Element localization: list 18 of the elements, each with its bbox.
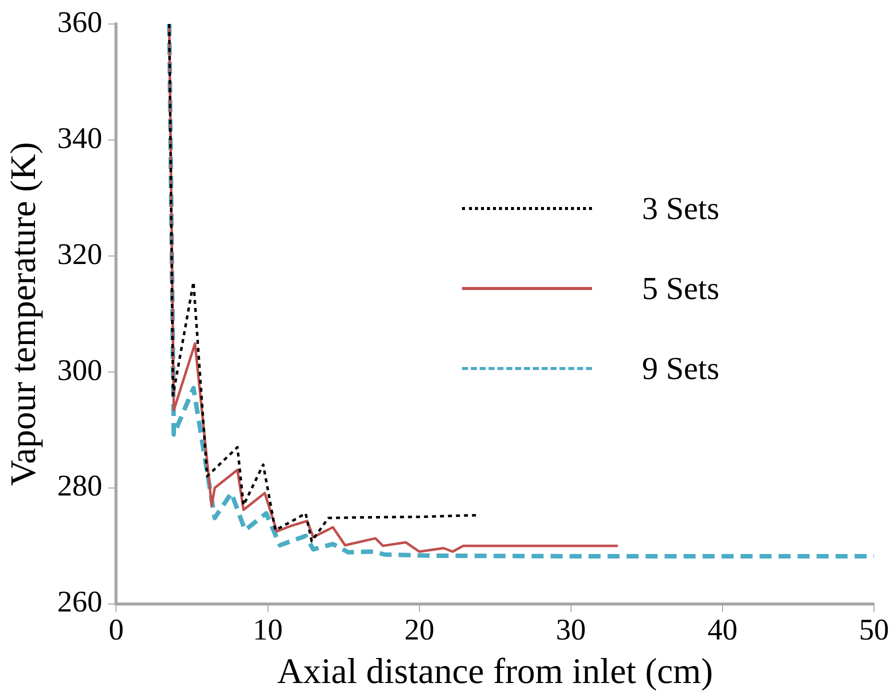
y-tick-label: 320 xyxy=(57,238,102,271)
y-tick-label: 300 xyxy=(57,354,102,387)
legend-label: 3 Sets xyxy=(642,190,720,226)
x-tick-label: 30 xyxy=(556,614,586,647)
y-tick-label: 260 xyxy=(57,586,102,619)
x-axis-title: Axial distance from inlet (cm) xyxy=(277,650,714,691)
y-tick-label: 280 xyxy=(57,470,102,503)
x-tick-label: 10 xyxy=(252,614,283,647)
legend-label: 5 Sets xyxy=(642,270,720,306)
y-tick-label: 360 xyxy=(57,6,102,39)
x-tick-label: 0 xyxy=(108,614,124,647)
x-tick-label: 50 xyxy=(859,614,889,647)
legend-label: 9 Sets xyxy=(642,350,720,386)
x-tick-label: 40 xyxy=(707,614,738,647)
y-tick-label: 340 xyxy=(57,122,102,155)
x-tick-label: 20 xyxy=(404,614,434,647)
y-axis-title: Vapour temperature (K) xyxy=(3,142,44,486)
line-series xyxy=(166,24,874,559)
